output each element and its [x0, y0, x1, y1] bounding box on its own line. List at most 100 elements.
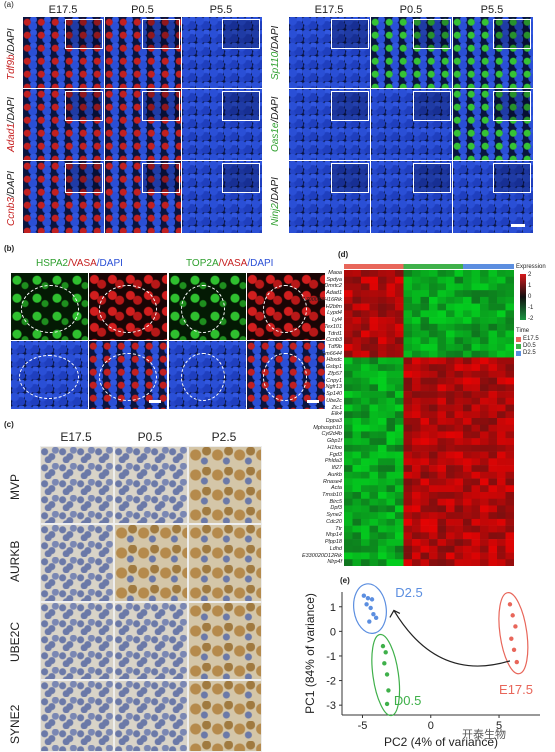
heatmap-cell [471, 377, 481, 385]
heatmap-cell [471, 532, 481, 540]
heatmap-cell [480, 465, 489, 473]
heatmap-cell [488, 492, 498, 500]
heatmap-cell [395, 337, 404, 345]
heatmap-cell [471, 344, 481, 352]
heatmap-cell [454, 512, 464, 520]
heatmap-cell [454, 391, 464, 399]
time-bar [403, 264, 463, 269]
heatmap-cell [463, 357, 472, 365]
heatmap-cell [369, 330, 379, 338]
heatmap-cell [446, 317, 455, 325]
watermark: 开泰生物 [462, 729, 506, 741]
heatmap-cell [471, 270, 481, 278]
panel-c-label: (c) [4, 420, 14, 429]
heatmap-cell [361, 478, 370, 486]
heatmap-cell [395, 438, 404, 446]
col-header: P5.5 [480, 4, 504, 16]
heatmap-cell [505, 512, 514, 520]
gene-label: Gm6644 [320, 350, 342, 357]
heatmap-cell [471, 397, 481, 405]
heatmap-cell [463, 505, 472, 513]
heatmap-cell [369, 525, 379, 533]
heatmap-cell [429, 344, 438, 352]
heatmap-cell [437, 465, 447, 473]
heatmap-cell [378, 545, 387, 553]
heatmap-cell [446, 539, 455, 547]
x-tick-label: 5 [496, 720, 502, 732]
legend-tick: -1 [528, 305, 534, 311]
col-header: P2.5 [211, 430, 237, 444]
heatmap-cell [344, 310, 353, 318]
heatmap-cell [488, 283, 498, 291]
heatmap-cell [403, 317, 413, 325]
heatmap-cell [412, 492, 421, 500]
col-header: E17.5 [60, 430, 92, 444]
heatmap-cell [403, 404, 413, 412]
col-header: P5.5 [209, 4, 233, 16]
micrograph [22, 160, 106, 234]
panel-d-label: (d) [338, 250, 349, 259]
gene-label: Tex101 [324, 323, 342, 330]
heatmap-cell [344, 391, 353, 399]
data-point [507, 602, 513, 607]
heatmap-cell [497, 451, 506, 459]
data-point [510, 613, 515, 618]
heatmap-cell [344, 444, 353, 452]
row-label: Tdf9b/DAPI [6, 28, 17, 80]
heatmap-cell [344, 485, 353, 493]
gene-label: Gbp1f [327, 438, 342, 445]
heatmap-cell [497, 350, 506, 358]
heatmap-cell [488, 377, 498, 385]
heatmap-cell [480, 296, 489, 304]
heatmap-cell [395, 458, 404, 466]
heatmap-cell [463, 492, 472, 500]
heatmap-cell [420, 323, 430, 331]
heatmap-cell [454, 276, 464, 284]
heatmap-cell [344, 270, 353, 278]
heatmap-cell [412, 370, 421, 378]
heatmap-cell [361, 431, 370, 439]
heatmap-cell [437, 384, 447, 392]
heatmap-cell [344, 357, 353, 365]
heatmap-cell [344, 505, 353, 513]
arrow-head [389, 609, 401, 618]
heatmap-cell [386, 438, 396, 446]
heatmap-cell [344, 478, 353, 486]
heatmap-cell [505, 471, 514, 479]
heatmap-cell [378, 310, 387, 318]
heatmap-cell [437, 492, 447, 500]
heatmap-cell [488, 438, 498, 446]
heatmap-cell [386, 444, 396, 452]
heatmap-cell [378, 391, 387, 399]
heatmap-cell [488, 458, 498, 466]
gene-label: Tdf9b [327, 344, 342, 350]
heatmap-cell [403, 451, 413, 459]
heatmap-cell [463, 559, 472, 566]
heatmap-cell [395, 525, 404, 533]
heatmap-cell [463, 451, 472, 459]
heatmap-cell [369, 458, 379, 466]
heatmap-cell [369, 485, 379, 493]
heatmap-cell [429, 337, 438, 345]
gene-label: H1foo [327, 444, 342, 451]
data-point [513, 624, 518, 629]
heatmap-cell [429, 424, 438, 432]
heatmap-cell [437, 518, 447, 526]
heatmap-cell [446, 505, 455, 513]
heatmap-cell [344, 431, 353, 439]
heatmap-cell [454, 444, 464, 452]
heatmap-cell [412, 418, 421, 426]
heatmap-cell [480, 357, 489, 365]
row-label: Ninj2/DAPI [270, 177, 281, 226]
heatmap-cell [361, 525, 370, 533]
heatmap-cell [488, 518, 498, 526]
heatmap-cell [437, 330, 447, 338]
heatmap-cell [471, 518, 481, 526]
heatmap-cell [395, 512, 404, 520]
heatmap-cell [454, 498, 464, 506]
heatmap-cell [420, 370, 430, 378]
heatmap-cell [352, 357, 362, 365]
heatmap-cell [386, 492, 396, 500]
gene-label: Lypd4 [327, 310, 342, 317]
heatmap-cell [369, 296, 379, 304]
